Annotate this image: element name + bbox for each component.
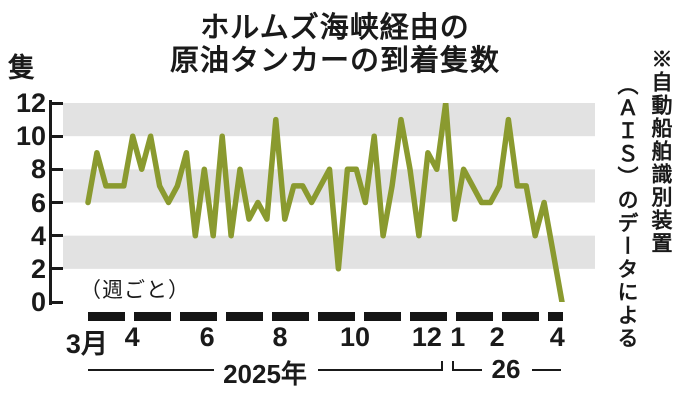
- y-tick-mark-12: [50, 101, 63, 105]
- x-label-6: 6: [199, 322, 215, 352]
- source-note-column2: （ＡＩＳ）のデータによる: [615, 74, 638, 350]
- x-label-12: 12: [411, 322, 442, 352]
- chart-title-line1: ホルムズ海峡経由の: [200, 12, 470, 44]
- x-label-10: 10: [340, 322, 371, 352]
- year-2025-label: 2025年: [223, 359, 307, 389]
- y-tick-label-6: 6: [30, 187, 46, 218]
- x-label-4: 4: [549, 322, 565, 352]
- x-label-8: 8: [272, 322, 288, 352]
- y-tick-label-8: 8: [30, 154, 46, 185]
- x-label-3月: 3月: [65, 329, 108, 359]
- weekly-annotation: （週ごと）: [80, 279, 190, 302]
- line-chart: [63, 103, 595, 302]
- plot-area: [63, 103, 595, 302]
- y-tick-label-2: 2: [30, 253, 46, 284]
- y-tick-mark-2: [50, 267, 63, 271]
- shaded-band-10-12: [63, 103, 595, 137]
- y-tick-label-0: 0: [30, 287, 46, 317]
- source-note: ※自動船舶識別装置 （ＡＩＳ）のデータによる: [609, 48, 677, 396]
- y-tick-label-12: 12: [15, 88, 46, 118]
- chart-title: ホルムズ海峡経由の 原油タンカーの到着隻数: [130, 12, 540, 78]
- y-tick-mark-6: [50, 201, 63, 204]
- x-label-1: 1: [450, 322, 466, 352]
- y-tick-label-4: 4: [30, 220, 46, 251]
- chart-title-line2: 原油タンカーの到着隻数: [169, 45, 500, 77]
- year-2025-bracket-right: [318, 369, 443, 371]
- x-axis-dashed-bar: [88, 312, 563, 321]
- tanker-arrivals-line: [85, 103, 565, 302]
- y-tick-label-10: 10: [15, 121, 46, 152]
- year-2025-bracket-left: [88, 369, 214, 371]
- x-label-4: 4: [124, 322, 140, 352]
- year-26-bracket-left: [452, 369, 482, 371]
- y-tick-mark-10: [50, 134, 63, 138]
- source-note-column1: ※自動船舶識別装置: [649, 48, 672, 255]
- year-26-label: 26: [491, 354, 521, 384]
- y-tick-mark-0: [50, 300, 63, 304]
- shaded-band-2-4: [63, 235, 595, 269]
- x-label-2: 2: [489, 322, 505, 352]
- y-axis-unit-label: 隻: [8, 53, 35, 83]
- year-26-bracket-right: [532, 369, 561, 371]
- year-2025-bracket-stub: [441, 361, 443, 371]
- year-26-bracket-stub: [452, 361, 454, 371]
- y-tick-mark-4: [50, 234, 63, 238]
- y-tick-mark-8: [50, 167, 63, 171]
